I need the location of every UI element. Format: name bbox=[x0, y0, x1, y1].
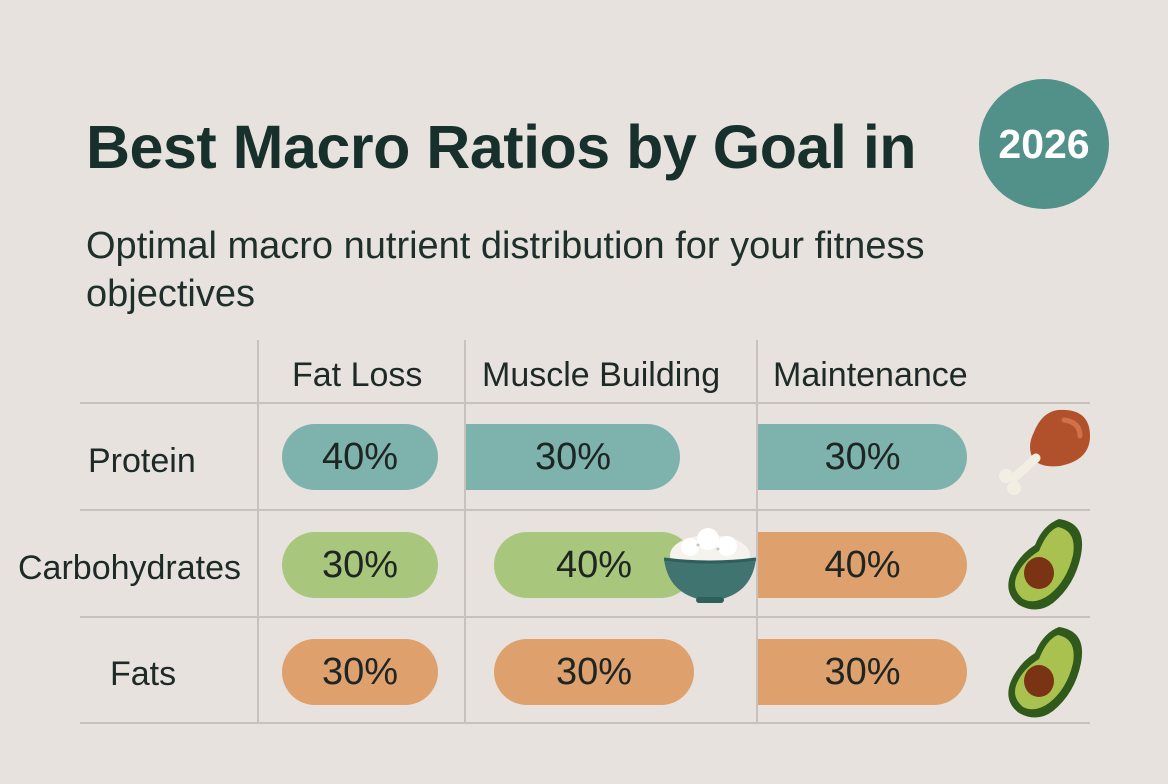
divider bbox=[80, 402, 1090, 404]
carbohydrates-maintenance-pill: 40% bbox=[758, 532, 967, 598]
protein-fat-loss-pill: 40% bbox=[282, 424, 438, 490]
rice-bowl-icon bbox=[663, 528, 757, 603]
year-badge: 2026 bbox=[979, 79, 1109, 209]
fats-muscle-building-pill: 30% bbox=[494, 639, 694, 705]
carbohydrates-muscle-building-pill: 40% bbox=[494, 532, 694, 598]
column-header-muscle-building: Muscle Building bbox=[482, 356, 721, 394]
page-subtitle: Optimal macro nutrient distribution for … bbox=[86, 225, 925, 315]
fats-fat-loss-pill: 30% bbox=[282, 639, 438, 705]
carbohydrates-fat-loss-pill: 30% bbox=[282, 532, 438, 598]
row-label-carbohydrates: Carbohydrates bbox=[18, 549, 242, 587]
column-header-maintenance: Maintenance bbox=[773, 356, 968, 394]
row-label-fats: Fats bbox=[110, 655, 177, 693]
page-title: Best Macro Ratios by Goal in bbox=[86, 113, 917, 181]
year-label: 2026 bbox=[998, 120, 1090, 167]
row-label-protein: Protein bbox=[88, 442, 196, 480]
divider bbox=[257, 340, 259, 722]
divider bbox=[80, 722, 1090, 724]
protein-maintenance-pill: 30% bbox=[758, 424, 967, 490]
avocado-icon bbox=[1008, 627, 1083, 718]
divider bbox=[464, 340, 466, 722]
divider bbox=[80, 616, 1090, 618]
protein-muscle-building-pill: 30% bbox=[466, 424, 680, 490]
chicken-leg-icon bbox=[999, 409, 1090, 495]
divider bbox=[756, 340, 758, 722]
divider bbox=[80, 509, 1090, 511]
column-header-fat-loss: Fat Loss bbox=[292, 356, 423, 394]
fats-maintenance-pill: 30% bbox=[758, 639, 967, 705]
avocado-icon bbox=[1008, 519, 1083, 610]
